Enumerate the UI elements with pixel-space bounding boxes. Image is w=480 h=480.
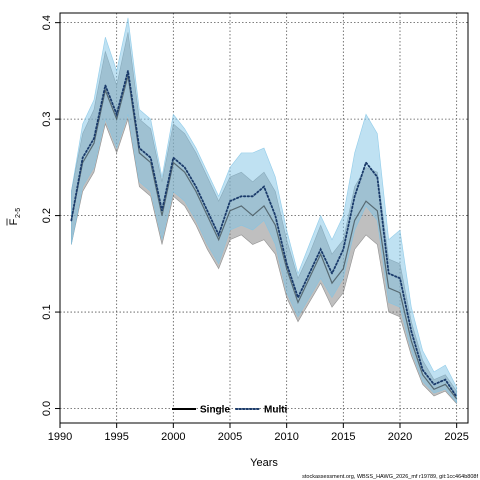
y-tick-label: 0.0 (41, 401, 53, 416)
y-tick-label: 0.3 (41, 111, 53, 126)
y-axis-title: F 2-5 (6, 208, 22, 226)
line-single (70, 75, 458, 400)
x-tick-label: 2000 (161, 431, 185, 443)
x-tick-label: 2015 (331, 431, 355, 443)
x-tick-label: 2020 (388, 431, 412, 443)
y-tick-label: 0.4 (41, 15, 53, 30)
legend: Single Multi (172, 405, 288, 416)
x-axis-ticks: 1990 1995 2000 2005 2010 2015 2020 2025 (48, 423, 469, 443)
footnote: stockassessment.org, WBSS_HAWG_2026_mf r… (302, 474, 478, 480)
x-tick-label: 2025 (444, 431, 468, 443)
legend-label-single: Single (200, 405, 230, 416)
series-lines (70, 70, 458, 400)
band-multi (71, 17, 457, 404)
y-axis-title-main: F (8, 218, 20, 225)
x-axis-title: Years (250, 457, 278, 469)
y-tick-label: 0.1 (41, 304, 53, 319)
plot-frame (59, 12, 469, 424)
x-tick-label: 2005 (218, 431, 242, 443)
y-tick-label: 0.2 (41, 208, 53, 223)
x-tick-label: 1990 (48, 431, 72, 443)
x-tick-label: 2010 (274, 431, 298, 443)
line-multi (70, 70, 458, 398)
legend-label-multi: Multi (264, 405, 288, 416)
y-axis-ticks: 0.0 0.1 0.2 0.3 0.4 (41, 15, 60, 416)
confidence-bands (71, 17, 457, 405)
x-tick-label: 1995 (104, 431, 128, 443)
y-axis-title-subscript: 2-5 (15, 208, 22, 218)
